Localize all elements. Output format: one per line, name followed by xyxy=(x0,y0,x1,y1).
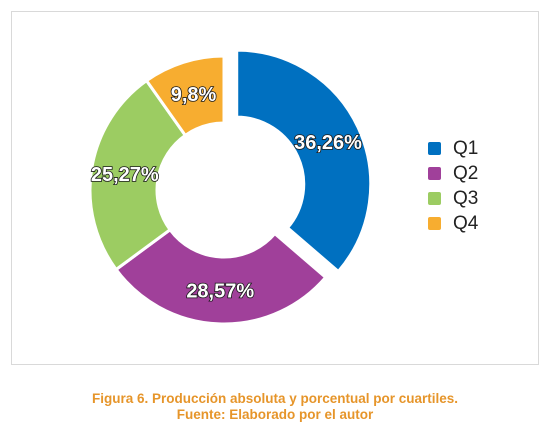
legend-label-q3: Q3 xyxy=(453,187,479,209)
legend-label-q4: Q4 xyxy=(453,212,479,234)
slice-q1 xyxy=(235,48,373,274)
slice-q3 xyxy=(88,78,188,272)
donut-chart: 36,26% 28,57% 25,27% 9,8% xyxy=(88,48,373,326)
slice-q4 xyxy=(144,54,226,138)
data-label-q3: 25,27% xyxy=(91,164,159,186)
legend-swatch-q2 xyxy=(428,167,441,180)
legend-swatch-q4 xyxy=(428,217,441,230)
figure-source: Fuente: Elaborado por el autor xyxy=(176,407,374,422)
slice-q2 xyxy=(114,227,328,326)
legend-swatch-q3 xyxy=(428,192,441,205)
legend-item-q4: Q4 xyxy=(428,211,478,236)
legend-label-q2: Q2 xyxy=(453,162,479,184)
data-label-q1: 36,26% xyxy=(294,132,362,154)
data-label-q2: 28,57% xyxy=(186,280,254,302)
legend-swatch-q1 xyxy=(428,142,441,155)
legend-item-q2: Q2 xyxy=(428,161,478,186)
legend-item-q1: Q1 xyxy=(428,136,478,161)
figure-caption: Figura 6. Producción absoluta y porcentu… xyxy=(91,391,459,406)
legend-label-q1: Q1 xyxy=(453,137,479,159)
data-label-q4: 9,8% xyxy=(171,84,217,106)
legend-item-q3: Q3 xyxy=(428,186,478,211)
legend: Q1 Q2 Q3 Q4 xyxy=(428,136,478,236)
